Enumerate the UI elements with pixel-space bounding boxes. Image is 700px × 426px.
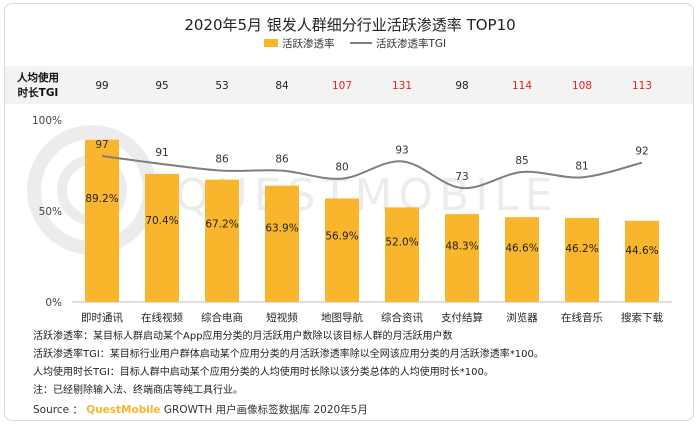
source-brand: QuestMobile: [86, 404, 160, 416]
legend-bar-swatch: [264, 39, 278, 47]
bar-value-label: 70.4%: [145, 215, 178, 227]
source-prefix: Source: [33, 404, 69, 416]
usage-tgi-value: 108: [572, 80, 592, 92]
tgi-value-label: 85: [515, 155, 528, 167]
usage-tgi-values: 99 95 53 84 107 131 98 114 108 113: [95, 80, 652, 92]
chart-title: 2020年5月 银发人群细分行业活跃渗透率 TOP10: [184, 16, 515, 34]
legend-line-label: 活跃渗透率TGI: [376, 37, 446, 50]
usage-tgi-value: 53: [215, 80, 228, 92]
bar: [565, 217, 599, 302]
bar: [85, 139, 119, 302]
y-axis: 100% 50% 0%: [32, 115, 62, 309]
bar: [385, 207, 419, 302]
usage-tgi-value: 114: [512, 80, 532, 92]
source-line: Source ： QuestMobile GROWTH 用户画像标签数据库 20…: [33, 403, 368, 416]
tgi-value-label: 80: [335, 162, 348, 174]
tgi-value-label: 92: [635, 146, 648, 158]
notes: 活跃渗透率：某目标人群启动某个App应用分类的月活跃用户数除以该目标人群的月活跃…: [33, 329, 544, 396]
usage-tgi-value: 84: [275, 80, 289, 92]
y-tick-label: 0%: [45, 297, 62, 309]
note-4: 注：已经剔除输入法、终端商店等纯工具行业。: [33, 383, 243, 396]
bar: [265, 185, 299, 302]
category-label: 短视频: [266, 311, 298, 324]
bar: [625, 220, 659, 302]
legend: 活跃渗透率 活跃渗透率TGI: [264, 37, 446, 50]
bar-value-label: 46.6%: [505, 243, 538, 255]
bar: [325, 198, 359, 302]
bar: [205, 179, 239, 302]
bar-value-label: 44.6%: [625, 245, 658, 257]
category-label: 综合电商: [201, 311, 243, 324]
bar-value-label: 67.2%: [205, 219, 238, 231]
usage-tgi-value: 99: [95, 80, 108, 92]
usage-tgi-strip: [5, 66, 693, 104]
usage-tgi-value: 98: [455, 80, 468, 92]
tgi-value-label: 93: [395, 144, 408, 156]
category-label: 在线音乐: [561, 311, 603, 324]
bar-value-label: 52.0%: [385, 236, 418, 248]
y-tick-label: 100%: [32, 115, 62, 127]
tgi-value-label: 86: [215, 154, 229, 166]
y-tick-label: 50%: [39, 206, 62, 218]
usage-tgi-value: 95: [155, 80, 168, 92]
category-label: 综合资讯: [381, 311, 423, 324]
usage-tgi-value: 131: [392, 80, 412, 92]
category-label: 浏览器: [506, 311, 538, 324]
bar: [145, 173, 179, 302]
usage-tgi-value: 113: [632, 80, 652, 92]
tgi-value-label: 81: [575, 160, 588, 172]
note-1: 活跃渗透率：某目标人群启动某个App应用分类的月活跃用户数除以该目标人群的月活跃…: [33, 329, 453, 342]
bar: [445, 214, 479, 302]
usage-tgi-label-line2: 时长TGI: [18, 86, 59, 99]
bar-value-label: 63.9%: [265, 223, 298, 235]
source-suffix: GROWTH 用户画像标签数据库 2020年5月: [161, 403, 368, 416]
category-label: 地图导航: [321, 311, 363, 324]
tgi-line-layer: 97 91 86 86 80 93 73 85 81 92: [95, 139, 649, 190]
tgi-line: [101, 155, 643, 190]
tgi-value-label: 86: [275, 154, 289, 166]
bar-value-label: 89.2%: [85, 193, 118, 205]
category-label: 支付结算: [441, 311, 483, 324]
category-label: 搜索下载: [621, 311, 663, 324]
tgi-value-label: 91: [155, 147, 168, 159]
bar-value-label: 46.2%: [565, 243, 598, 255]
note-2: 活跃渗透率TGI：某目标行业用户群体启动某个应用分类的月活跃渗透率除以全网该应用…: [33, 347, 544, 360]
tgi-value-label: 73: [455, 171, 468, 183]
usage-tgi-value: 107: [332, 80, 352, 92]
bars-layer: 89.2% 70.4% 67.2% 63.9% 56.9% 52.0% 48.3% 46.6%…: [85, 139, 659, 302]
usage-tgi-label-line1: 人均使用: [17, 71, 59, 84]
note-3: 人均使用时长TGI：目标人群中启动某个应用分类的人均使用时长除以该分类总体的人均…: [33, 365, 494, 378]
category-label: 即时通讯: [81, 311, 123, 324]
category-label: 在线视频: [141, 311, 183, 324]
bar-value-label: 48.3%: [445, 241, 478, 253]
bar: [505, 217, 539, 302]
bar-value-label: 56.9%: [325, 231, 358, 243]
tgi-value-label: 97: [95, 139, 108, 151]
legend-bar-label: 活跃渗透率: [282, 37, 335, 50]
category-labels: 即时通讯 在线视频 综合电商 短视频 地图导航 综合资讯 支付结算 浏览器 在线音乐 搜索下载: [81, 311, 663, 324]
